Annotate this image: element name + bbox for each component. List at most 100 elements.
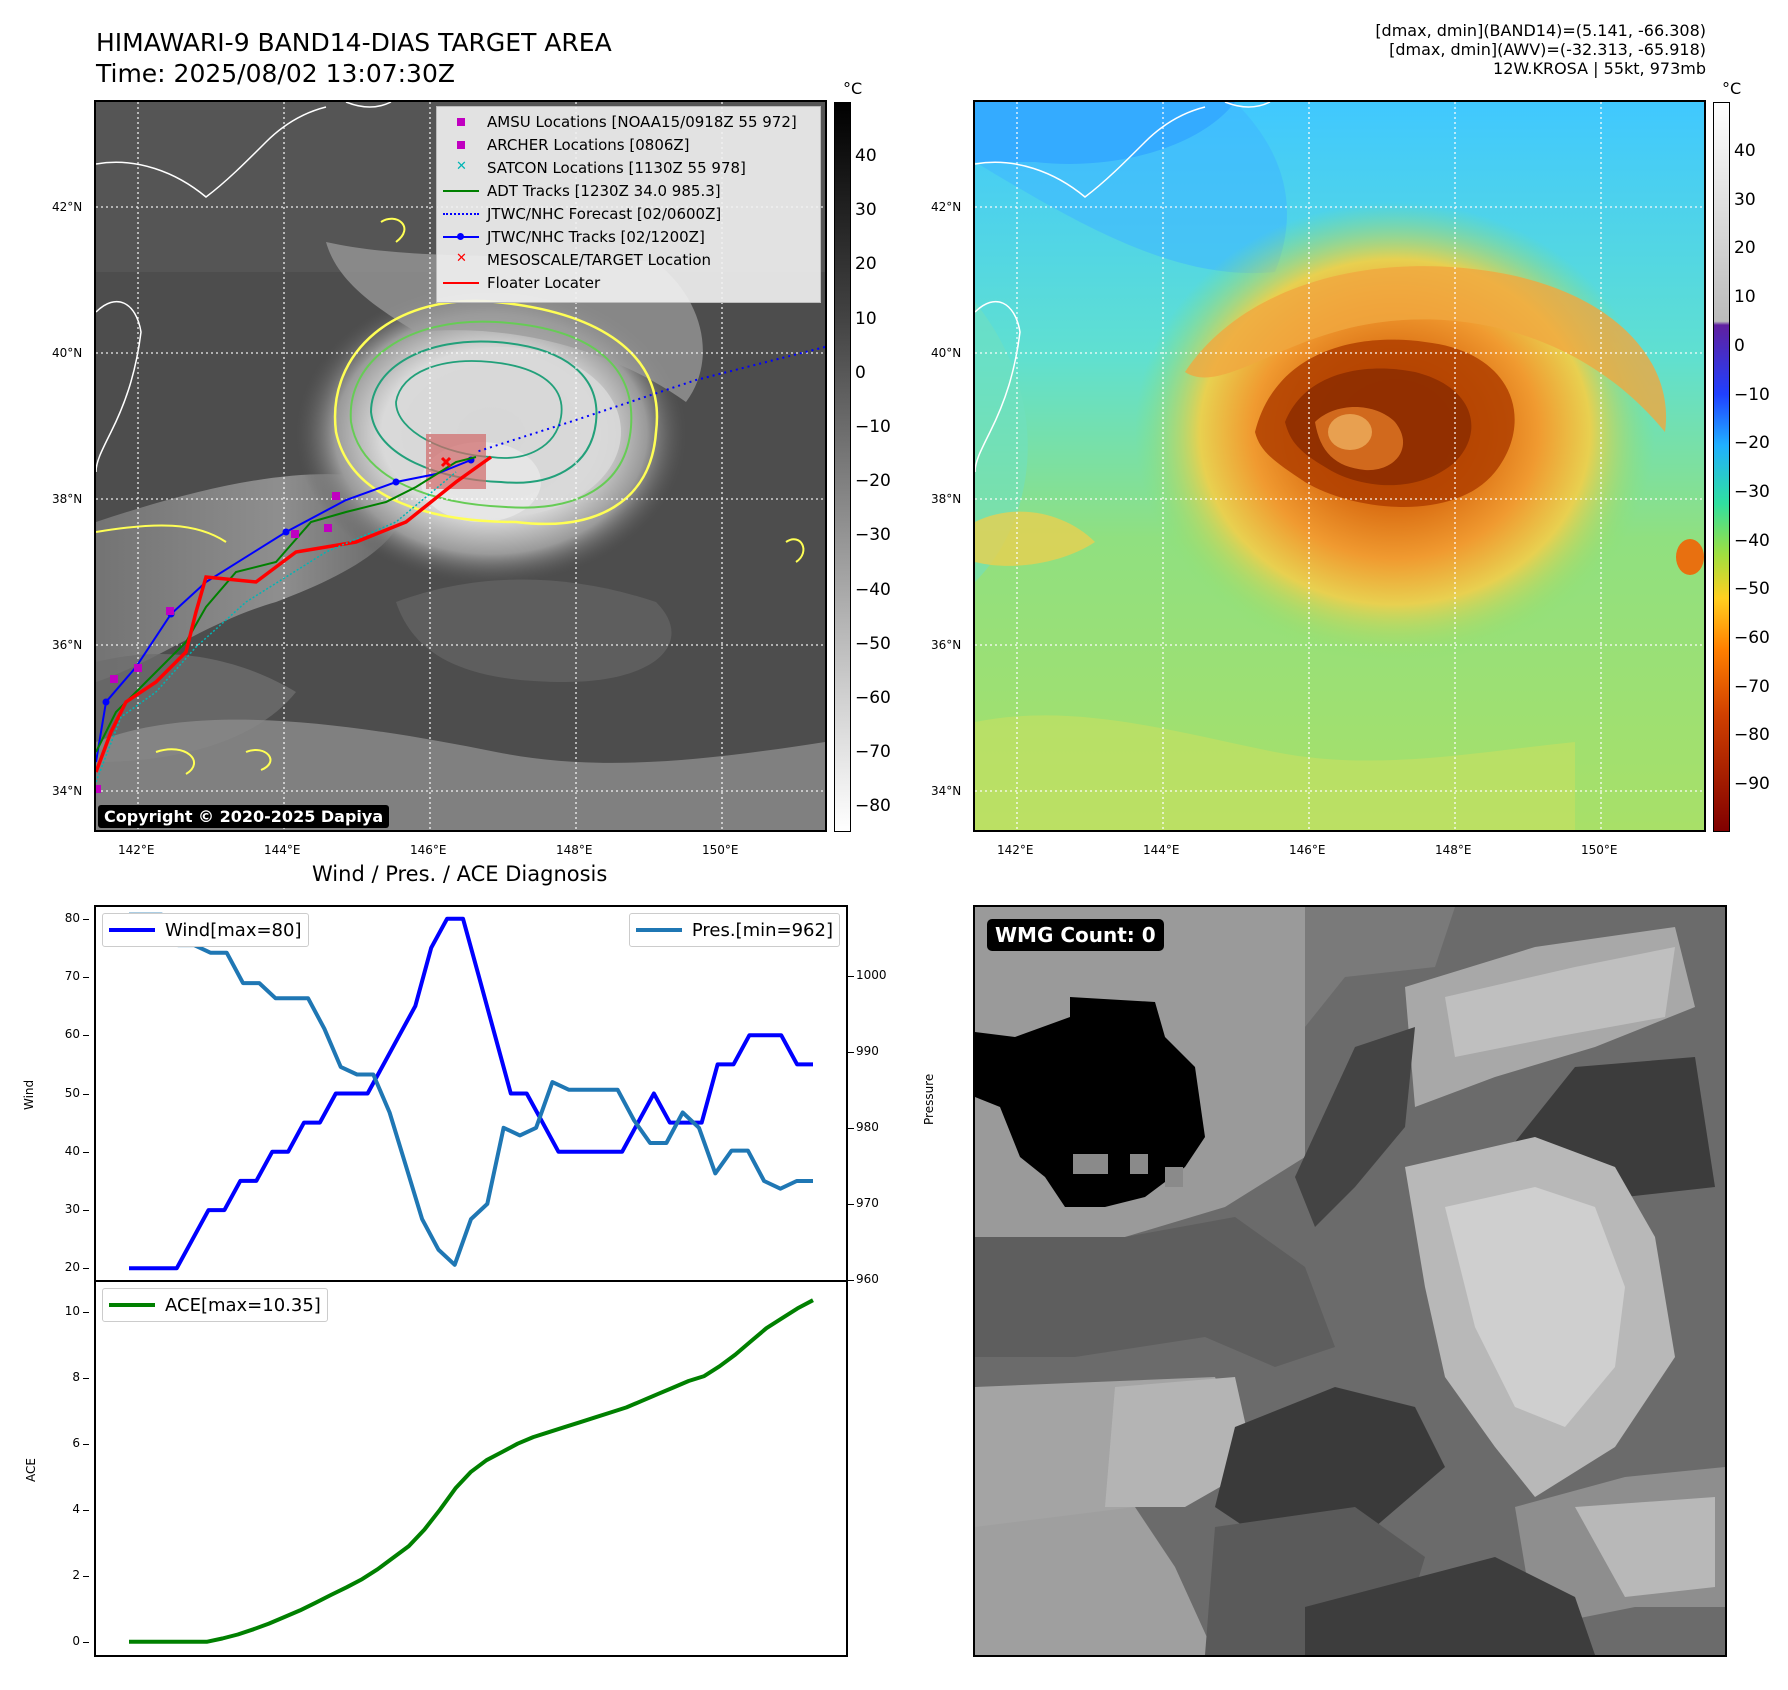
legend-linedot-marker-5 xyxy=(457,233,464,240)
awv-cb-tick-2: 20 xyxy=(1734,238,1756,259)
awv-cb-tick-0: 40 xyxy=(1734,141,1756,161)
legend-symbol-4 xyxy=(437,203,487,225)
wind-series-line xyxy=(129,916,813,1271)
awv-cb-tick-11: −70 xyxy=(1734,676,1770,697)
wind-legend-label: Wind[max=80] xyxy=(165,919,302,941)
wind-y-tickmark-2 xyxy=(83,1151,89,1153)
awv-cb-tick-9: −50 xyxy=(1734,579,1770,600)
wind-y-tickmark-0 xyxy=(83,1268,89,1270)
pres-y-tick-1: 970 xyxy=(856,1195,879,1210)
legend-symbol-0 xyxy=(437,111,487,133)
awv-lat-label-3: 36°N xyxy=(931,638,962,652)
awv-lat-label-0: 42°N xyxy=(931,200,962,214)
ace-y-tick-4: 8 xyxy=(72,1369,80,1384)
legend-symbol-2: ✕ xyxy=(437,157,487,179)
legend-label-4: JTWC/NHC Forecast [02/0600Z] xyxy=(487,205,722,223)
diagnosis-title: Wind / Pres. / ACE Diagnosis xyxy=(312,862,608,886)
wind-ylabel: Wind xyxy=(22,1079,36,1110)
legend-line-7 xyxy=(443,282,479,284)
legend-row-7: Floater Locater xyxy=(437,272,600,294)
ace-series-line xyxy=(129,1298,814,1644)
ace-y-tickmark-1 xyxy=(83,1575,89,1577)
pres-y-tick-2: 980 xyxy=(856,1119,879,1134)
awv-cb-tick-8: −40 xyxy=(1734,530,1770,551)
legend-row-3: ADT Tracks [1230Z 34.0 985.3] xyxy=(437,180,721,202)
pres-y-tick-3: 990 xyxy=(856,1043,879,1058)
title-line-1: HIMAWARI-9 BAND14-DIAS TARGET AREA xyxy=(96,28,612,57)
wind-y-tickmark-5 xyxy=(83,976,89,978)
title-line-2: Time: 2025/08/02 13:07:30Z xyxy=(96,59,455,88)
ace-legend-line xyxy=(109,1303,155,1307)
ir-cb-tick-4: 0 xyxy=(855,362,866,383)
wind-y-tick-2: 40 xyxy=(64,1143,80,1158)
ir-cb-tick-5: −10 xyxy=(855,417,891,437)
awv-cb-tick-3: 10 xyxy=(1734,287,1756,308)
ace-y-tick-5: 10 xyxy=(64,1303,80,1318)
ir-cb-tick-11: −70 xyxy=(855,742,891,763)
ace-legend-label: ACE[max=10.35] xyxy=(165,1294,321,1316)
awv-map-image xyxy=(975,102,1704,830)
awv-lon-label-2: 146°E xyxy=(1289,843,1326,857)
wind-legend-line xyxy=(109,928,155,932)
wind-y-tickmark-4 xyxy=(83,1035,89,1037)
awv-cb-tick-13: −90 xyxy=(1734,774,1770,795)
ace-y-tick-3: 6 xyxy=(72,1435,80,1450)
copyright-label: Copyright © 2020-2025 Dapiya xyxy=(98,805,390,828)
pres-y-tick-4: 1000 xyxy=(856,967,887,982)
wind-y-tickmark-3 xyxy=(83,1093,89,1095)
ace-y-tick-2: 4 xyxy=(72,1501,80,1516)
ace-ylabel: ACE xyxy=(24,1458,38,1482)
ir-cb-tick-12: −80 xyxy=(855,796,891,817)
legend-row-2: ✕ SATCON Locations [1130Z 55 978] xyxy=(437,157,746,179)
ir-cb-tick-3: 10 xyxy=(855,308,877,329)
ace-chart: ACE[max=10.35] xyxy=(94,1280,848,1657)
wind-y-tick-6: 80 xyxy=(64,910,80,925)
awv-lon-label-4: 150°E xyxy=(1581,843,1618,857)
awv-lat-label-4: 34°N xyxy=(931,784,962,798)
legend-square-1 xyxy=(457,141,465,149)
ir-cb-tick-8: −40 xyxy=(855,579,891,600)
awv-lat-label-1: 40°N xyxy=(931,346,962,360)
ir-lon-label-4: 150°E xyxy=(702,843,739,857)
pres-y-tickmark-0 xyxy=(848,1280,854,1281)
info-line-2: [dmax, dmin](AWV)=(-32.313, -65.918) xyxy=(1389,40,1706,59)
ace-y-tickmark-2 xyxy=(83,1509,89,1511)
pres-y-tickmark-1 xyxy=(848,1203,854,1205)
ir-cb-tick-7: −30 xyxy=(855,525,891,546)
ir-lon-label-0: 142°E xyxy=(118,843,155,857)
ir-lon-label-1: 144°E xyxy=(264,843,301,857)
awv-lon-label-0: 142°E xyxy=(997,843,1034,857)
legend-row-5: JTWC/NHC Tracks [02/1200Z] xyxy=(437,226,705,248)
ir-lon-label-3: 148°E xyxy=(556,843,593,857)
pres-y-tick-0: 960 xyxy=(856,1272,879,1286)
legend-label-1: ARCHER Locations [0806Z] xyxy=(487,136,690,154)
ace-plot xyxy=(128,1298,814,1644)
ace-y-tick-1: 2 xyxy=(72,1567,80,1582)
ir-lat-label-1: 40°N xyxy=(52,346,83,360)
awv-cb-tick-7: −30 xyxy=(1734,481,1770,502)
ir-map-panel: AMSU Locations [NOAA15/0918Z 55 972] ARCH… xyxy=(94,100,827,832)
legend-label-3: ADT Tracks [1230Z 34.0 985.3] xyxy=(487,182,721,200)
awv-lon-label-3: 148°E xyxy=(1435,843,1472,857)
awv-cb-tick-4: 0 xyxy=(1734,335,1745,356)
ir-colorbar-unit: °C xyxy=(843,79,863,98)
legend-symbol-5 xyxy=(437,226,487,248)
pres-ylabel: Pressure xyxy=(922,1073,936,1125)
awv-cb-tick-5: −10 xyxy=(1734,384,1770,405)
legend-x-6: ✕ xyxy=(456,251,467,266)
legend-symbol-7 xyxy=(437,272,487,294)
legend-row-4: JTWC/NHC Forecast [02/0600Z] xyxy=(437,203,721,225)
awv-cb-tick-6: −20 xyxy=(1734,433,1770,454)
awv-lon-label-1: 144°E xyxy=(1143,843,1180,857)
wind-pres-plot xyxy=(128,912,814,1271)
legend-square-0 xyxy=(457,118,465,126)
legend-label-5: JTWC/NHC Tracks [02/1200Z] xyxy=(487,228,705,246)
ace-y-tickmark-5 xyxy=(83,1311,89,1313)
legend-row-6: ✕ MESOSCALE/TARGET Location xyxy=(437,249,711,271)
legend-label-7: Floater Locater xyxy=(487,274,601,292)
legend-symbol-1 xyxy=(437,134,487,156)
awv-map-panel xyxy=(973,100,1706,832)
wind-y-tick-0: 20 xyxy=(64,1260,80,1275)
pres-y-tickmark-4 xyxy=(848,975,854,977)
legend-dotted-4 xyxy=(443,213,479,215)
